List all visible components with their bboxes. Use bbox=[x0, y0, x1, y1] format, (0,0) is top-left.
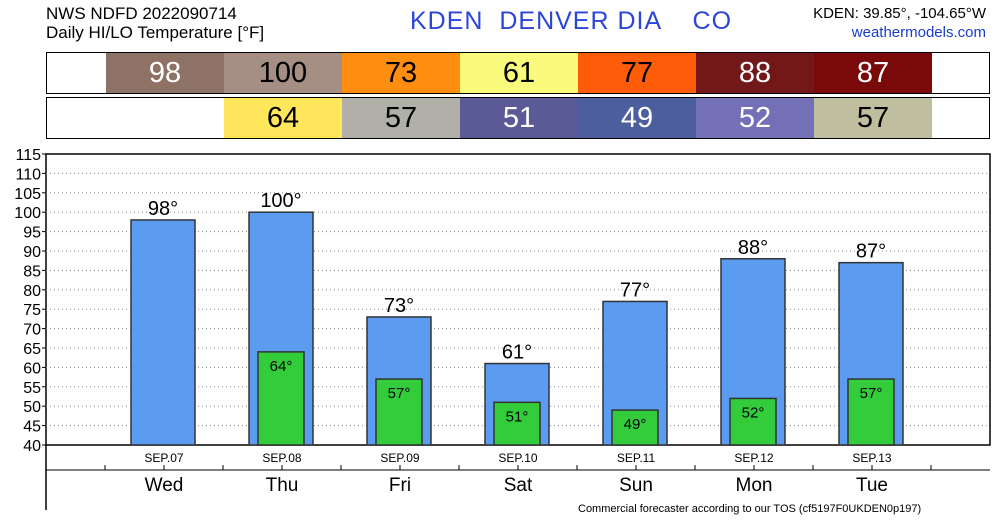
high-value-label: 87° bbox=[856, 241, 886, 263]
low-bar bbox=[611, 409, 659, 446]
site-link[interactable]: weathermodels.com bbox=[851, 24, 986, 41]
date-label: SEP.07 bbox=[144, 451, 183, 465]
model-run-label: NWS NDFD 2022090714 bbox=[46, 4, 237, 23]
high-temp-strip: 98 100 73 61 77 88 87 bbox=[46, 52, 990, 94]
date-label: SEP.12 bbox=[734, 451, 773, 465]
date-label: SEP.11 bbox=[617, 451, 656, 465]
high-value-label: 77° bbox=[620, 279, 650, 301]
high-value-label: 61° bbox=[502, 342, 532, 364]
low-temp-strip: 64 57 51 49 52 57 bbox=[46, 97, 990, 139]
hi-cell: 87 bbox=[814, 53, 932, 93]
y-tick-label: 65 bbox=[23, 341, 41, 358]
low-value-label: 52° bbox=[742, 404, 765, 421]
low-bar bbox=[493, 401, 541, 446]
y-tick-label: 45 bbox=[23, 419, 41, 436]
hi-cell: 98 bbox=[106, 53, 224, 93]
lo-cell: 57 bbox=[342, 98, 460, 138]
y-tick-label: 60 bbox=[23, 360, 41, 377]
low-value-label: 64° bbox=[270, 358, 293, 375]
date-label: SEP.13 bbox=[852, 451, 891, 465]
y-tick-label: 75 bbox=[23, 302, 41, 319]
day-label: Tue bbox=[856, 475, 888, 496]
day-label: Sun bbox=[619, 475, 653, 496]
high-value-label: 98° bbox=[148, 198, 178, 220]
high-value-label: 88° bbox=[738, 237, 768, 259]
low-value-label: 57° bbox=[388, 385, 411, 402]
day-label: Sat bbox=[504, 475, 533, 496]
low-bar bbox=[257, 351, 305, 446]
y-tick-label: 105 bbox=[14, 186, 41, 203]
footer-note: Commercial forecaster according to our T… bbox=[578, 503, 922, 515]
y-tick-label: 80 bbox=[23, 283, 41, 300]
y-tick-label: 95 bbox=[23, 225, 41, 242]
lo-cell: 57 bbox=[814, 98, 932, 138]
day-label: Thu bbox=[266, 475, 299, 496]
low-value-label: 49° bbox=[624, 416, 647, 433]
y-tick-label: 100 bbox=[14, 205, 41, 222]
hi-cell: 73 bbox=[342, 53, 460, 93]
product-label: Daily HI/LO Temperature [°F] bbox=[46, 23, 265, 42]
date-label: SEP.10 bbox=[498, 451, 537, 465]
y-tick-label: 55 bbox=[23, 380, 41, 397]
lo-cell: 49 bbox=[578, 98, 696, 138]
day-label: Wed bbox=[145, 475, 184, 496]
station-title: KDEN DENVER DIA CO bbox=[410, 7, 733, 35]
lo-cell: 64 bbox=[224, 98, 342, 138]
low-bar bbox=[847, 378, 895, 446]
date-label: SEP.09 bbox=[380, 451, 419, 465]
hi-cell: 88 bbox=[696, 53, 814, 93]
temperature-chart: 40 45 50 55 60 65 70 75 80 85 90 95 100 105 110 115 SEP.… bbox=[14, 147, 991, 510]
day-label: Mon bbox=[736, 475, 773, 496]
lo-cell: 52 bbox=[696, 98, 814, 138]
high-value-label: 73° bbox=[384, 295, 414, 317]
lo-cell: 51 bbox=[460, 98, 578, 138]
y-tick-label: 85 bbox=[23, 263, 41, 280]
low-value-label: 57° bbox=[860, 385, 883, 402]
day-label: Fri bbox=[389, 475, 411, 496]
low-bar bbox=[375, 378, 423, 446]
y-tick-label: 50 bbox=[23, 399, 41, 416]
y-tick-label: 110 bbox=[15, 166, 41, 183]
hi-cell: 77 bbox=[578, 53, 696, 93]
header-right: KDEN: 39.85°, -104.65°W weathermodels.co… bbox=[813, 4, 986, 42]
y-tick-label: 40 bbox=[23, 438, 41, 455]
low-value-label: 51° bbox=[506, 408, 529, 425]
y-tick-label: 115 bbox=[15, 147, 41, 164]
date-label: SEP.08 bbox=[262, 451, 301, 465]
coordinates-label: KDEN: 39.85°, -104.65°W bbox=[813, 5, 986, 22]
high-value-label: 100° bbox=[260, 190, 301, 212]
y-tick-label: 70 bbox=[23, 322, 41, 339]
y-tick-label: 90 bbox=[23, 244, 41, 261]
hi-cell: 100 bbox=[224, 53, 342, 93]
high-bar bbox=[130, 219, 196, 446]
low-bar bbox=[729, 397, 777, 446]
header-left: NWS NDFD 2022090714 Daily HI/LO Temperat… bbox=[46, 4, 264, 42]
hi-cell: 61 bbox=[460, 53, 578, 93]
